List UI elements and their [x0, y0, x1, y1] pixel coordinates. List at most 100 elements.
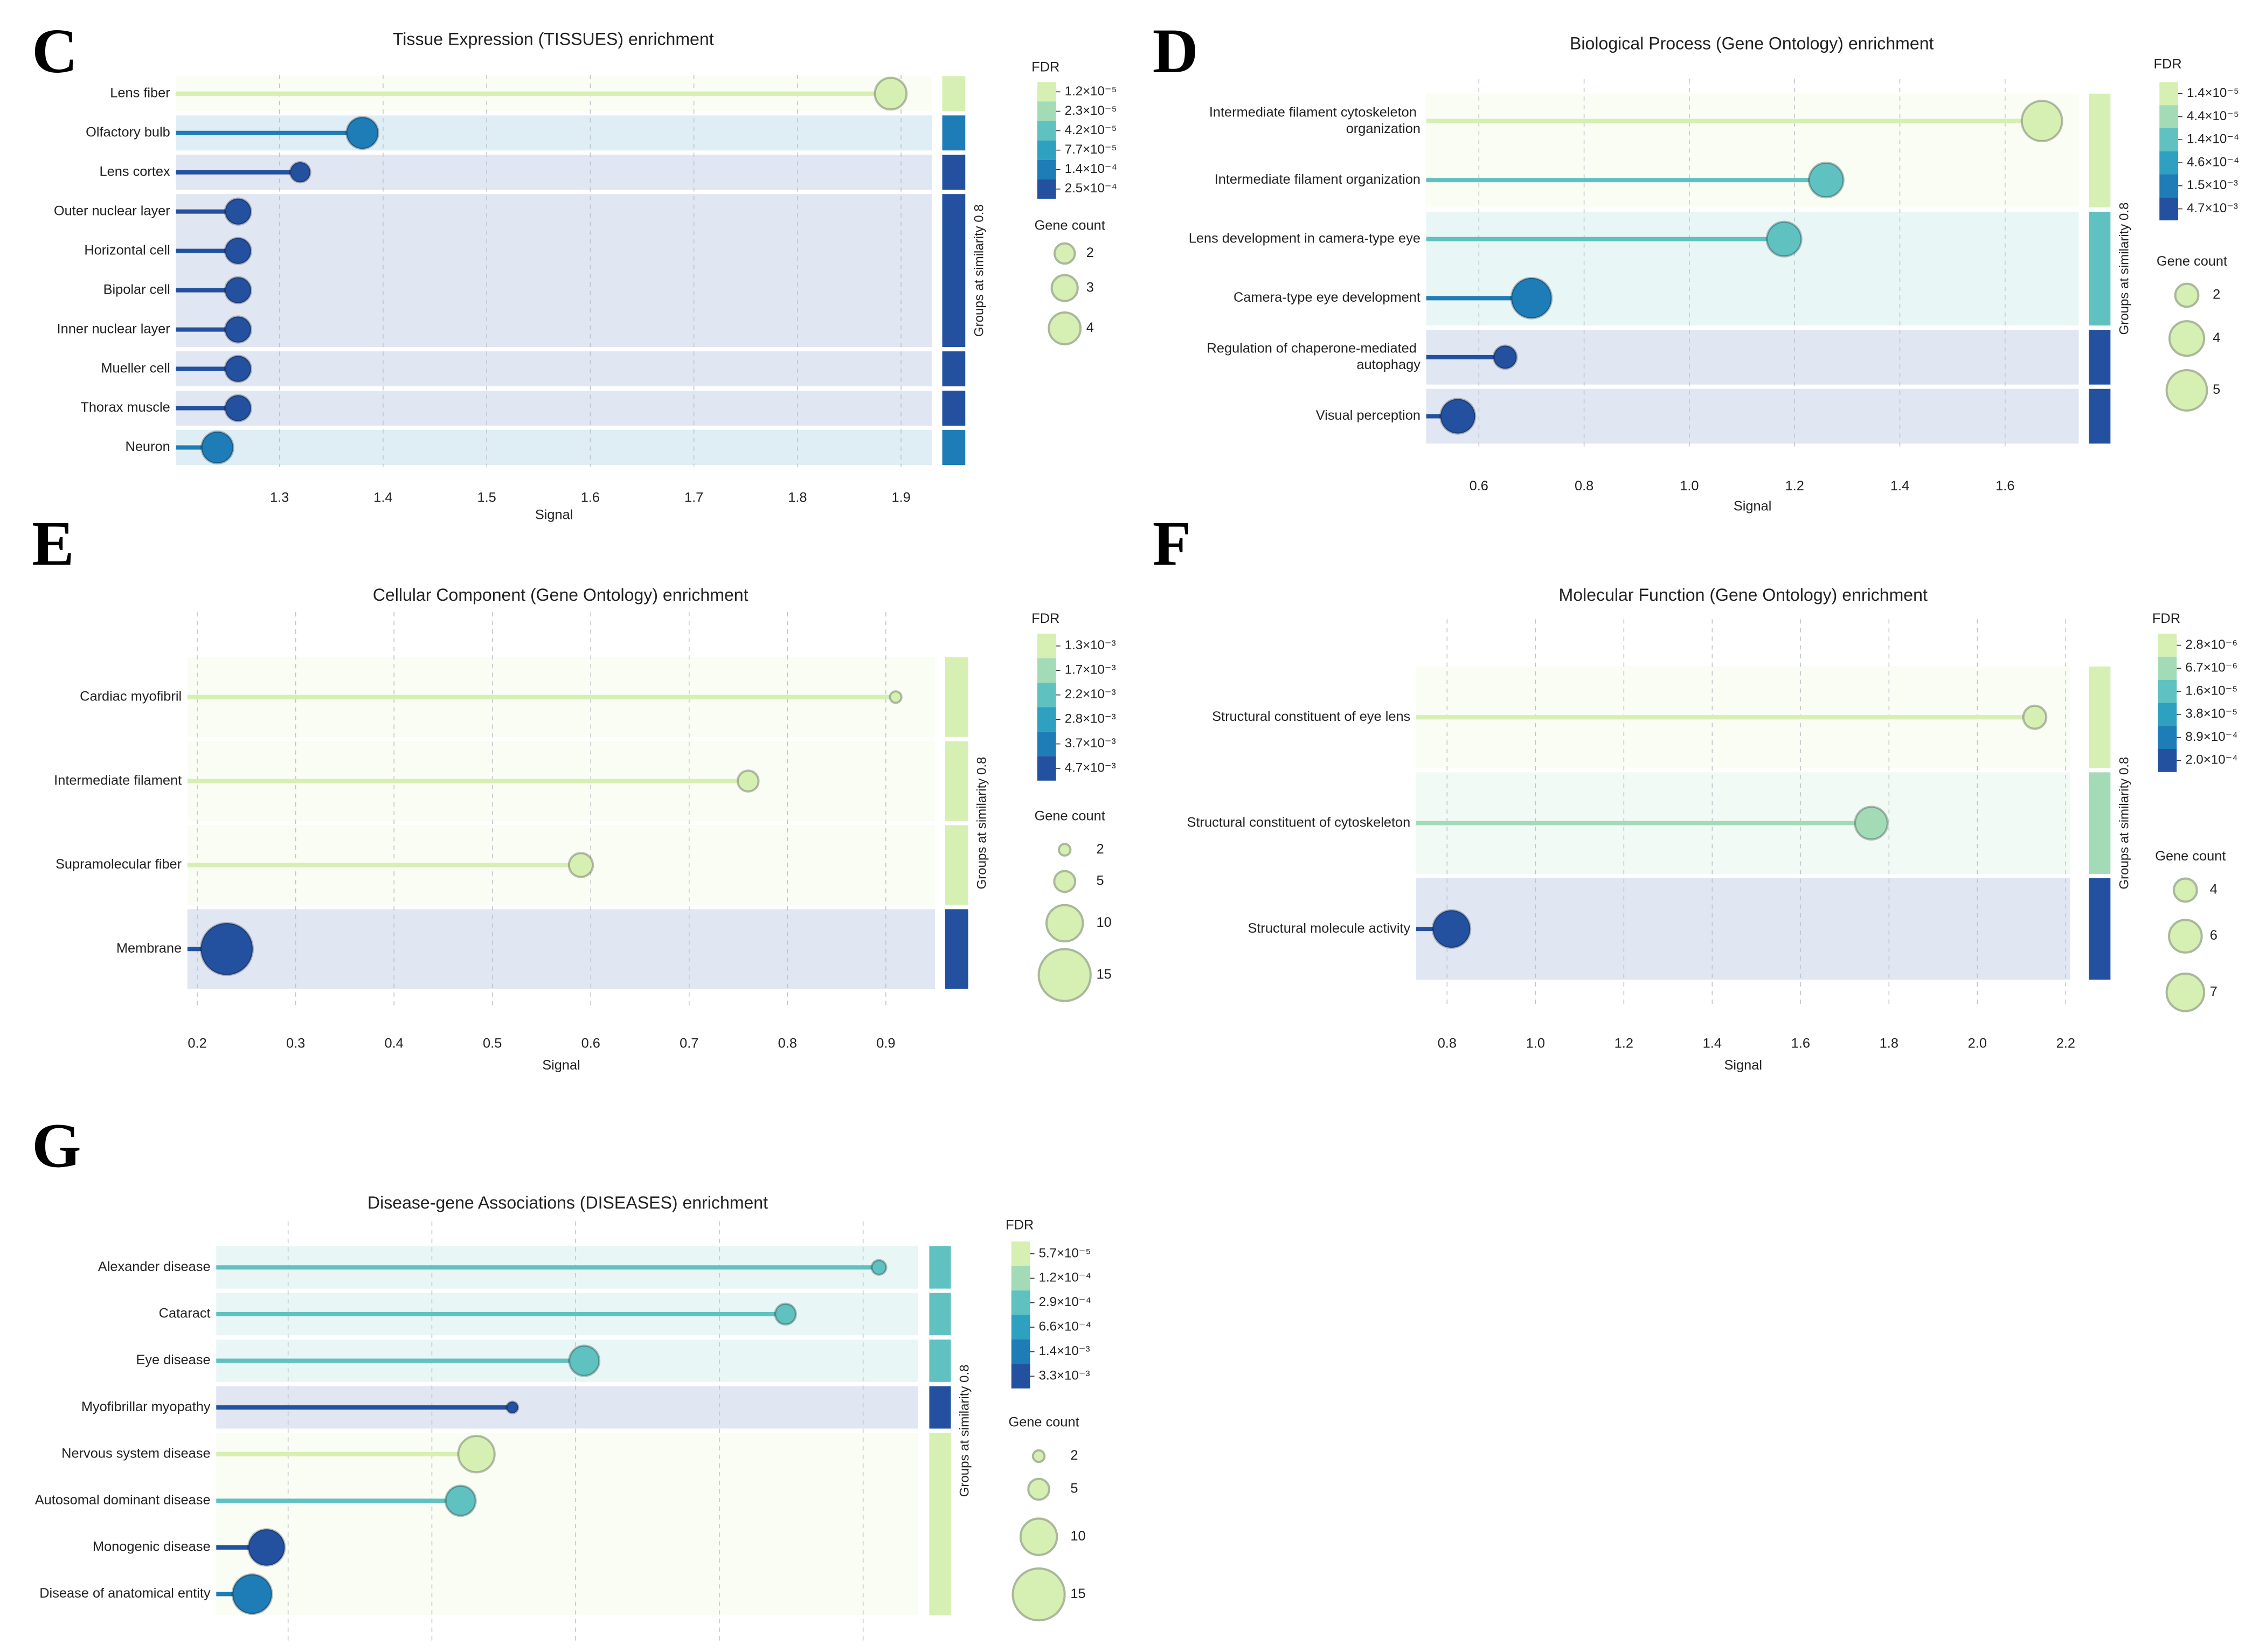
legend-size — [1045, 904, 1084, 943]
legend-size-label: 15 — [1070, 1586, 1085, 1601]
x-tick-label: 1.8 — [788, 490, 807, 505]
group-bar — [942, 194, 966, 348]
category-label: Lens cortex — [100, 164, 170, 179]
group-band — [1426, 93, 2079, 207]
size-legend-title: Gene count — [2155, 849, 2226, 864]
category-label: Nervous system disease — [61, 1446, 210, 1461]
group-band — [1426, 330, 2079, 385]
legend-swatch — [1037, 140, 1056, 160]
group-bar — [929, 1246, 951, 1289]
legend-swatch — [2158, 679, 2177, 703]
legend-label: 2.9×10⁻⁴ — [1039, 1295, 1091, 1309]
point — [457, 1434, 496, 1474]
x-tick-label: 0.9 — [876, 1036, 895, 1051]
group-bar — [2089, 878, 2111, 980]
category-label: Eye disease — [136, 1352, 210, 1368]
legend-label: 3.8×10⁻⁵ — [2185, 706, 2237, 721]
legend-size-label: 5 — [2213, 382, 2220, 397]
legend-label: 1.2×10⁻⁵ — [1065, 84, 1117, 99]
legend-size — [1058, 843, 1072, 857]
category-label: Lens fiber — [110, 85, 170, 100]
x-tick-label: 0.8 — [1575, 478, 1593, 494]
legend-label: 4.6×10⁻⁴ — [2187, 155, 2239, 169]
color-legend-title: FDR — [2152, 611, 2180, 626]
point — [736, 769, 760, 793]
point — [889, 690, 903, 704]
size-legend-title: Gene count — [2157, 254, 2227, 269]
legend-label: 2.3×10⁻⁵ — [1065, 103, 1117, 118]
point — [200, 431, 234, 464]
legend-label: 4.7×10⁻³ — [2187, 201, 2238, 216]
point — [1807, 162, 1845, 199]
legend-label: 3.3×10⁻³ — [1039, 1368, 1090, 1383]
panel-letter: E — [32, 509, 74, 579]
chart-title: Biological Process (Gene Ontology) enric… — [1570, 33, 1934, 53]
group-bar — [2089, 388, 2111, 444]
x-tick-label: 1.4 — [1703, 1036, 1722, 1051]
group-bar — [2089, 666, 2111, 768]
legend-size-label: 4 — [2213, 330, 2220, 345]
group-bar — [2089, 93, 2111, 207]
group-bar — [2089, 330, 2111, 385]
point — [1765, 220, 1803, 258]
category-label: Structural molecule activity — [1248, 921, 1410, 936]
x-tick-label: 0.8 — [778, 1036, 797, 1051]
legend-size — [1050, 274, 1079, 302]
legend-label: 1.4×10⁻⁵ — [2187, 86, 2239, 100]
point — [224, 394, 252, 422]
legend-swatch — [2158, 703, 2177, 726]
point — [874, 77, 908, 111]
legend-size — [1053, 242, 1076, 265]
point — [1431, 909, 1472, 949]
legend-size-label: 2 — [1070, 1448, 1078, 1463]
legend-label: 3.7×10⁻³ — [1065, 736, 1116, 751]
legend-label: 7.7×10⁻⁵ — [1065, 142, 1117, 157]
point — [567, 852, 594, 878]
legend-swatch — [1011, 1339, 1030, 1364]
legend-label: 1.6×10⁻⁵ — [2185, 683, 2237, 698]
legend-label: 2.5×10⁻⁴ — [1065, 181, 1117, 196]
group-band — [1426, 388, 2079, 444]
legend-swatch — [1037, 159, 1056, 179]
legend-swatch — [1011, 1266, 1030, 1291]
group-label: Groups at similarity 0.8 — [2117, 757, 2131, 890]
x-tick-label: 1.6 — [1791, 1036, 1810, 1051]
legend-size — [1031, 1449, 1046, 1463]
legend-swatch — [2159, 151, 2178, 175]
legend-label: 1.2×10⁻⁴ — [1039, 1271, 1091, 1285]
point — [1854, 806, 1889, 841]
legend-size-label: 4 — [1086, 320, 1094, 335]
group-bar — [945, 825, 968, 905]
point — [224, 276, 252, 304]
x-tick-label: 2.0 — [1968, 1036, 1987, 1051]
group-label: Groups at similarity 0.8 — [958, 1364, 972, 1497]
size-legend-title: Gene count — [1008, 1415, 1079, 1430]
legend-label: 2.2×10⁻³ — [1065, 687, 1116, 702]
legend-swatch — [1037, 707, 1056, 732]
group-band — [187, 909, 936, 989]
x-tick-label: 1.4 — [373, 490, 392, 505]
category-label: Structural constituent of cytoskeleton — [1187, 815, 1411, 830]
legend-size — [1011, 1567, 1066, 1622]
x-tick-label: 1.2 — [1785, 478, 1804, 494]
point — [568, 1344, 601, 1377]
group-bar — [942, 351, 966, 387]
legend-label: 6.7×10⁻⁶ — [2185, 661, 2237, 675]
legend-size — [1053, 870, 1077, 893]
x-tick-label: 0.6 — [1470, 478, 1488, 494]
legend-swatch — [2159, 82, 2178, 106]
x-tick-label: 0.4 — [385, 1036, 404, 1051]
point — [1510, 276, 1553, 320]
legend-swatch — [1037, 683, 1056, 707]
point — [289, 161, 311, 184]
panel-letter: D — [1153, 16, 1198, 86]
legend-swatch — [1011, 1290, 1030, 1315]
x-tick-label: 1.5 — [477, 490, 496, 505]
legend-size-label: 5 — [1097, 873, 1104, 889]
legend-size-label: 2 — [1086, 245, 1094, 260]
point — [2022, 704, 2048, 730]
x-tick-label: 1.6 — [1995, 478, 2014, 494]
x-tick-label: 0.8 — [1438, 1036, 1457, 1051]
category-label: Horizontal cell — [84, 242, 170, 258]
legend-label: 1.4×10⁻³ — [1039, 1344, 1090, 1358]
